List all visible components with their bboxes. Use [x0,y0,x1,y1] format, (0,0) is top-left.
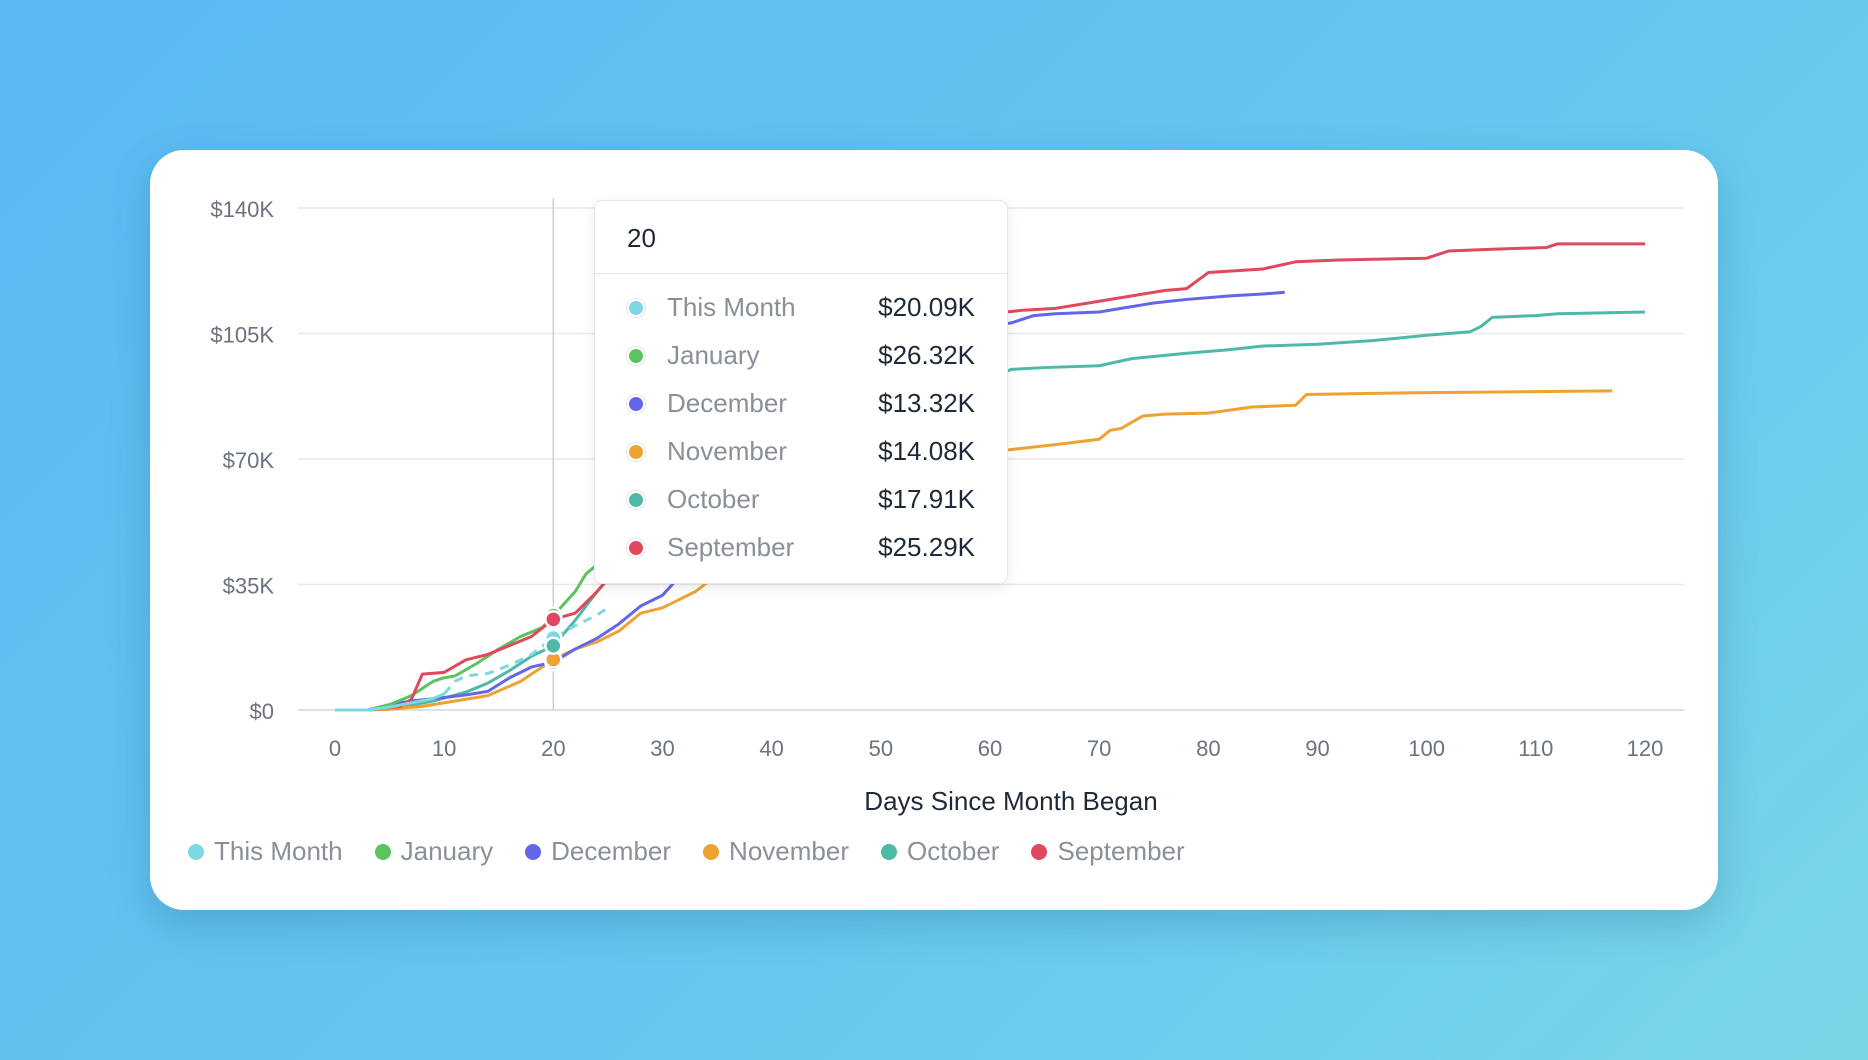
chart-legend: This Month January December November Oct… [188,836,1217,867]
legend-dot-icon [880,843,897,860]
legend-item[interactable]: September [1031,836,1185,867]
tooltip-row: This Month $20.09K [595,284,1007,332]
series-line-this-month[interactable] [335,692,445,712]
x-tick-label: 20 [541,736,565,761]
chart-card: $0 $35K $70K $105K $140K 0 10 20 30 40 50 60 70 80 90… [150,150,1718,910]
x-tick-label: 110 [1518,736,1553,761]
tooltip-row: September $25.29K [595,524,1007,572]
legend-dot-icon [703,843,720,860]
y-tick-label: $0 [250,699,274,724]
tooltip-series-value: $13.32K [878,388,975,418]
tooltip-series-label: December [667,388,787,418]
series-line-this-month-projection[interactable] [443,606,609,695]
tooltip-row: October $17.91K [595,476,1007,524]
tooltip-series-label: November [667,436,787,466]
y-tick-label: $105K [210,323,274,348]
legend-label: January [400,836,494,866]
y-tick-label: $140K [210,197,274,222]
x-tick-label: 120 [1627,736,1664,761]
tooltip-series-value: $17.91K [878,484,975,514]
legend-item[interactable]: November [703,836,849,867]
series-dot-icon [627,443,645,461]
tooltip-row: December $13.32K [595,380,1007,428]
hover-tooltip: 20 This Month $20.09K January $26.32K Dece… [594,200,1008,584]
series-dot-icon [627,347,645,365]
y-tick-label: $70K [223,448,275,473]
x-tick-label: 60 [978,736,1002,761]
x-tick-label: 80 [1196,736,1220,761]
tooltip-series-label: September [667,532,795,562]
x-tick-label: 50 [869,736,893,761]
x-tick-label: 10 [432,736,456,761]
legend-dot-icon [1031,843,1048,860]
legend-item[interactable]: October [880,836,1000,867]
legend-dot-icon [525,843,542,860]
tooltip-series-value: $20.09K [878,292,975,322]
x-tick-label: 30 [650,736,674,761]
y-axis-ticks: $0 $35K $70K $105K $140K [210,197,274,724]
hover-point-october [544,636,563,656]
legend-dot-icon [188,843,204,860]
series-dot-icon [627,491,645,509]
tooltip-series-label: January [667,340,760,370]
series-dot-icon [627,299,645,317]
y-tick-label: $35K [223,574,275,599]
x-tick-label: 90 [1305,736,1329,761]
x-tick-label: 40 [759,736,783,761]
tooltip-row: January $26.32K [595,332,1007,380]
tooltip-rows: This Month $20.09K January $26.32K Decembe… [595,274,1007,572]
x-tick-label: 70 [1087,736,1111,761]
x-axis-label: Days Since Month Began [864,786,1157,816]
tooltip-series-value: $25.29K [878,532,975,562]
tooltip-title: 20 [595,201,1007,274]
legend-label: September [1057,836,1185,866]
legend-dot-icon [374,843,391,860]
legend-item[interactable]: This Month [188,836,343,867]
x-tick-label: 100 [1408,736,1445,761]
series-dot-icon [627,539,645,557]
series-dot-icon [627,395,645,413]
hover-point-september [544,610,563,629]
tooltip-row: November $14.08K [595,428,1007,476]
tooltip-series-label: October [667,484,760,514]
legend-item[interactable]: December [525,836,671,867]
tooltip-series-value: $14.08K [878,436,975,466]
legend-label: October [906,836,1000,866]
x-axis-ticks: 0 10 20 30 40 50 60 70 80 90 100 110 120 [329,736,1663,761]
tooltip-series-value: $26.32K [878,340,975,370]
x-tick-label: 0 [329,736,341,761]
legend-label: December [551,836,672,866]
hover-points [544,606,563,672]
legend-item[interactable]: January [374,836,494,867]
legend-label: This Month [214,836,343,866]
legend-label: November [729,836,849,866]
tooltip-series-label: This Month [667,292,796,322]
